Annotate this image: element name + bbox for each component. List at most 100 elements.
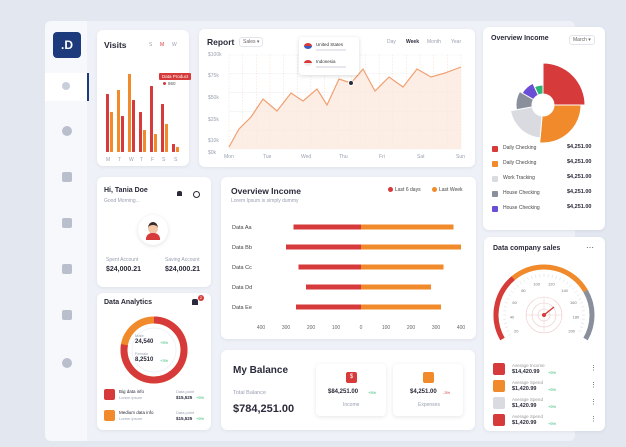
visits-day-w[interactable]: W xyxy=(172,42,177,48)
income-tile[interactable]: $ $84,251.00 +5% Income xyxy=(316,364,386,416)
report-x-tick-2: Wed xyxy=(301,154,312,160)
spent-label: Spent Account xyxy=(106,257,139,263)
sales-item-change: +5% xyxy=(548,387,557,392)
sales-item-icon xyxy=(493,363,505,375)
sales-item-value: $1,420.99 xyxy=(512,386,537,392)
analytics-stat1-label: Male xyxy=(135,333,144,338)
gauge-minor-tick xyxy=(572,287,575,290)
tab-day[interactable]: Day xyxy=(387,39,396,45)
inbox-nav-icon[interactable] xyxy=(62,264,72,274)
gauge-fill-red xyxy=(493,276,515,341)
gauge-minor-tick xyxy=(506,298,510,300)
sales-item-icon xyxy=(493,397,505,409)
gauge-tick-label: 120 xyxy=(548,281,555,286)
analytics-item-1-val-label: Data point xyxy=(176,389,195,394)
sales-item-label: Average Spend xyxy=(512,397,543,402)
flag-id-icon xyxy=(304,60,312,66)
report-y-tick-4: $10k xyxy=(208,138,219,144)
more-options-icon[interactable]: ⋮ xyxy=(590,365,597,372)
visits-bar xyxy=(154,134,157,152)
gauge-minor-tick xyxy=(555,275,557,279)
report-area xyxy=(229,67,461,149)
pie-slice xyxy=(515,90,535,111)
more-options-icon[interactable]: ⋯ xyxy=(586,243,594,252)
gauge-minor-tick xyxy=(562,279,565,283)
visits-bar xyxy=(143,130,146,152)
legend-last-week: Last Week xyxy=(432,187,463,193)
gauge-tick-label: 160 xyxy=(570,300,577,305)
visits-bar xyxy=(121,116,124,152)
avatar xyxy=(138,215,168,245)
report-x-tick-4: Fri xyxy=(379,154,385,160)
income-pie-chart xyxy=(509,62,586,144)
sales-item-label: Average Spend xyxy=(512,414,543,419)
bar-chart-title: Overview Income xyxy=(231,186,301,196)
bell-icon[interactable] xyxy=(177,191,182,196)
overview-income-bar-card: Overview Income Lorem Ipsum is simply du… xyxy=(221,177,476,339)
bar-last-week xyxy=(361,264,444,270)
company-sales-title: Data company sales xyxy=(493,245,561,252)
gauge-minor-tick xyxy=(569,284,572,287)
visits-x-label-3: T xyxy=(140,157,144,163)
home-icon[interactable] xyxy=(62,82,70,90)
expenses-tile[interactable]: $4,251.00 -3% Expenses xyxy=(393,364,463,416)
analytics-item-1-change: +5% xyxy=(196,395,205,400)
tab-month[interactable]: Month xyxy=(427,39,441,45)
gauge-minor-tick xyxy=(527,277,529,281)
pie-legend-swatch xyxy=(492,161,498,167)
analytics-notification-icon[interactable] xyxy=(192,299,198,305)
gear-icon[interactable] xyxy=(193,191,200,198)
gauge-minor-tick xyxy=(574,290,578,293)
bar-last-week xyxy=(361,224,454,230)
more-options-icon[interactable]: ⋮ xyxy=(590,399,597,406)
sales-gauge-chart: 20 40 60 80 100 120 140 160 180 200 xyxy=(493,264,595,341)
visits-day-m[interactable]: M xyxy=(160,42,165,48)
report-x-tick-3: Thu xyxy=(339,154,348,160)
bar-category-label: Data Ee xyxy=(232,305,252,311)
bar-category-label: Data Cc xyxy=(232,265,252,271)
analytics-item-2[interactable]: Medium data info Lorem ipsum Data point … xyxy=(104,410,204,424)
sales-item-label: Average Spend xyxy=(512,380,543,385)
tooltip-country-2: Indonesia xyxy=(316,59,336,64)
user-nav-icon[interactable] xyxy=(62,310,72,320)
app-logo[interactable]: .D xyxy=(53,32,81,58)
analytics-item-1[interactable]: Big data info Lorem ipsum Data point $15… xyxy=(104,389,204,403)
visits-bar xyxy=(117,90,120,152)
more-options-icon[interactable]: ⋮ xyxy=(590,382,597,389)
report-tooltip: United States Indonesia xyxy=(299,37,359,75)
bar-x-tick: 200 xyxy=(407,325,416,331)
visits-x-label-5: S xyxy=(162,157,166,163)
more-options-icon[interactable]: ⋮ xyxy=(590,416,597,423)
visits-bar xyxy=(139,112,142,152)
analytics-item-2-value: $15,525 xyxy=(176,416,193,421)
theme-toggle-icon[interactable] xyxy=(62,358,72,368)
bar-x-tick: 400 xyxy=(457,325,466,331)
tab-week[interactable]: Week xyxy=(406,39,419,45)
tab-year[interactable]: Year xyxy=(451,39,462,45)
bar-last-6-days xyxy=(298,264,361,270)
analytics-item-1-sub: Lorem ipsum xyxy=(119,395,143,400)
bar-category-label: Data Dd xyxy=(232,285,252,291)
circle-nav-icon[interactable] xyxy=(62,126,72,136)
sales-item-icon xyxy=(493,414,505,426)
gauge-tick-label: 80 xyxy=(521,288,526,293)
data-analytics-card: Data Analytics 2 Male 24,540 +5% Female … xyxy=(97,293,211,430)
pie-month-dropdown[interactable]: March ▾ xyxy=(569,35,595,45)
visits-day-s[interactable]: S xyxy=(149,42,153,48)
sidebar-item-home[interactable] xyxy=(45,73,89,101)
analytics-badge: 2 xyxy=(198,295,204,301)
gauge-tick-label: 100 xyxy=(533,281,540,286)
report-x-tick-1: Tue xyxy=(263,154,272,160)
gauge-minor-tick xyxy=(580,326,584,328)
greeting-card: Hi, Tania Doe Good Morning... Spent Acco… xyxy=(97,177,211,287)
report-title: Report xyxy=(207,37,235,47)
card-nav-icon[interactable] xyxy=(62,172,72,182)
pie-legend-label: Work Tracking xyxy=(503,175,535,181)
bar-last-week xyxy=(361,244,461,250)
gauge-minor-tick xyxy=(508,333,512,336)
grid-nav-icon[interactable] xyxy=(62,218,72,228)
report-dropdown[interactable]: Sales ▾ xyxy=(239,37,264,47)
pie-legend-label: House Checking xyxy=(503,205,540,211)
bar-category-label: Data Aa xyxy=(232,225,253,231)
greeting-subtitle: Good Morning... xyxy=(104,198,140,204)
